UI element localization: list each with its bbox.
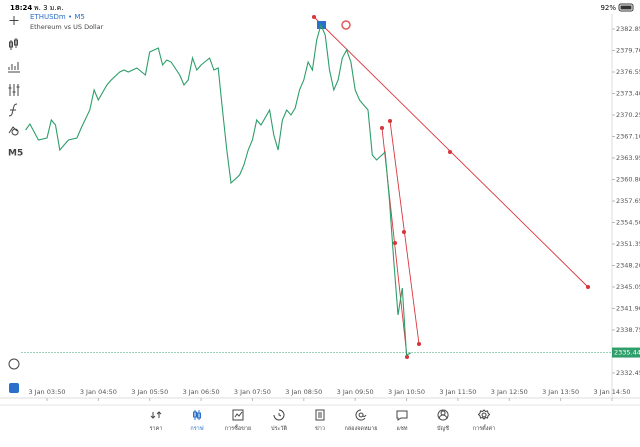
anchor: [585, 284, 591, 290]
nav-icon[interactable]: [273, 409, 285, 421]
nav-label[interactable]: ประวัติ: [271, 425, 287, 432]
y-tick-label: 2345.05: [616, 283, 640, 291]
y-tick-label: 2360.80: [616, 175, 640, 183]
left-toolbar: [8, 16, 20, 370]
y-tick-label: 2351.35: [616, 240, 640, 248]
nav-label[interactable]: บัญชี: [437, 425, 449, 432]
symbol-title: ETHUSDm • M5: [30, 13, 85, 21]
y-tick-label: 2348.20: [616, 261, 640, 269]
x-tick-label: 3 Jan 14:50: [593, 388, 630, 396]
nav-label[interactable]: กล่องจดหมาย: [344, 426, 377, 432]
objects-tool[interactable]: [8, 126, 19, 136]
anchor: [379, 125, 385, 131]
x-tick-label: 3 Jan 11:50: [439, 388, 476, 396]
y-tick-label: 2376.55: [616, 68, 640, 76]
trade-button[interactable]: [317, 21, 326, 29]
nav-label[interactable]: แชท: [397, 425, 408, 432]
y-tick-label: 2354.50: [616, 218, 640, 226]
x-tick-label: 3 Jan 05:50: [131, 388, 168, 396]
x-tick-label: 3 Jan 08:50: [285, 388, 322, 396]
y-tick-label: 2367.10: [616, 132, 640, 140]
nav-icon[interactable]: [355, 409, 367, 421]
function-tool[interactable]: [8, 103, 18, 117]
price-line: [25, 23, 412, 356]
nav-icon[interactable]: [437, 409, 449, 421]
x-tick-label: 3 Jan 12:50: [491, 388, 528, 396]
nav-label[interactable]: กราฟ: [190, 425, 203, 432]
search-tool[interactable]: [8, 358, 20, 370]
nav-label[interactable]: ราคา: [150, 426, 163, 432]
anchor: [416, 341, 422, 347]
battery-icon: [618, 3, 634, 12]
battery-level: 92%: [600, 4, 616, 12]
x-tick-label: 3 Jan 13:50: [542, 388, 579, 396]
y-tick-label: 2370.25: [616, 111, 640, 119]
y-tick-label: 2338.75: [616, 326, 640, 334]
y-tick-label: 2341.90: [616, 304, 640, 312]
anchor: [401, 229, 407, 235]
y-tick-label: 2332.45: [616, 369, 640, 377]
x-tick-label: 3 Jan 06:50: [183, 388, 220, 396]
anchor: [404, 354, 410, 360]
clock: 18:24: [10, 4, 32, 12]
x-tick-label: 3 Jan 10:50: [388, 388, 425, 396]
anchor: [447, 149, 453, 155]
x-tick-label: 3 Jan 07:50: [234, 388, 271, 396]
y-tick-label: 2382.85: [616, 25, 640, 33]
nav-label[interactable]: การตั้งค่า: [473, 424, 495, 432]
y-tick-label: 2373.40: [616, 90, 640, 98]
trendlines: [311, 14, 591, 360]
settings-tool[interactable]: [8, 84, 20, 96]
nav-icon[interactable]: [396, 410, 408, 421]
anchor: [311, 14, 317, 20]
x-tick-label: 3 Jan 09:50: [337, 388, 374, 396]
nav-icon[interactable]: [315, 409, 325, 421]
nav-icon[interactable]: [150, 411, 162, 419]
nav-icon[interactable]: [193, 410, 201, 420]
nav-label[interactable]: การซื้อขาย: [225, 424, 251, 432]
date: พ. 3 ม.ค.: [34, 4, 64, 12]
nav-icon[interactable]: [477, 409, 491, 420]
battery-fill: [620, 5, 632, 10]
y-tick-label: 2363.95: [616, 154, 640, 162]
indicators-tool[interactable]: [8, 62, 20, 73]
app-badge: [9, 383, 19, 393]
current-price-label: 2335.44: [614, 349, 640, 357]
y-tick-label: 2379.70: [616, 47, 640, 55]
x-tick-label: 3 Jan 03:50: [28, 388, 65, 396]
anchor: [387, 118, 393, 124]
nav-label[interactable]: ข่าว: [315, 426, 325, 432]
x-tick-label: 3 Jan 04:50: [80, 388, 117, 396]
symbol-description: Ethereum vs US Dollar: [30, 23, 104, 31]
chart-type-tool[interactable]: [9, 38, 18, 50]
current-price-box: [612, 347, 640, 358]
anchor: [392, 240, 398, 246]
nav-icon[interactable]: [232, 409, 244, 421]
one-click-button[interactable]: [341, 20, 351, 30]
timeframe-button[interactable]: M5: [8, 149, 23, 159]
crosshair-tool[interactable]: [9, 16, 19, 25]
y-tick-label: 2357.65: [616, 197, 640, 205]
